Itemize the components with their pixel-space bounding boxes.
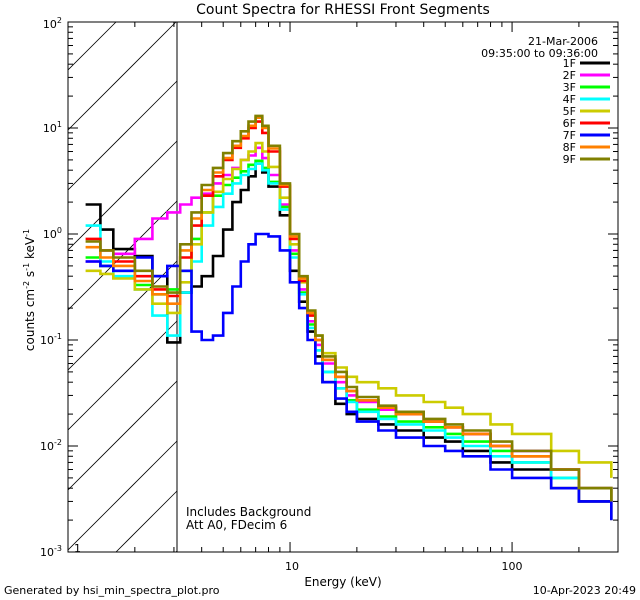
- chart-title: Count Spectra for RHESSI Front Segments: [196, 2, 490, 18]
- legend-date: 21-Mar-2006: [528, 35, 598, 48]
- y-tick-labels: 10-3 10-2 10-1 100 101 102: [40, 16, 62, 559]
- annotation-background: Includes Background: [186, 505, 311, 519]
- legend-label-8F: 8F: [563, 141, 576, 154]
- legend-label-6F: 6F: [563, 117, 576, 130]
- footer-generated-by: Generated by hsi_min_spectra_plot.pro: [4, 584, 220, 597]
- legend-label-4F: 4F: [563, 93, 576, 106]
- series-line-8F: [85, 116, 613, 502]
- legend-label-1F: 1F: [563, 57, 576, 70]
- x-tick-label-100: 100: [502, 560, 523, 573]
- legend-label-5F: 5F: [563, 105, 576, 118]
- y-tick-label-1e-3: 10-3: [40, 544, 62, 559]
- legend-label-2F: 2F: [563, 69, 576, 82]
- annotation-attenuator: Att A0, FDecim 6: [186, 518, 287, 532]
- x-axis-label: Energy (keV): [304, 575, 381, 589]
- hatched-region: [68, 22, 178, 552]
- series-line-9F: [85, 114, 613, 502]
- y-tick-label-1e0: 100: [43, 226, 62, 241]
- axis-ticks: [67, 21, 619, 553]
- footer-timestamp: 10-Apr-2023 20:49: [533, 584, 636, 597]
- y-axis-label: counts cm-2 s-1 keV-1: [22, 229, 37, 351]
- plot-frame: [67, 21, 619, 553]
- series-line-5F: [85, 141, 613, 478]
- legend-time-range: 09:35:00 to 09:36:00: [481, 47, 598, 60]
- legend-label-7F: 7F: [563, 129, 576, 142]
- series-line-1F: [85, 162, 613, 521]
- legend-label-9F: 9F: [563, 153, 576, 166]
- y-tick-label-1e1: 101: [43, 120, 62, 135]
- series-line-6F: [85, 120, 613, 502]
- legend-label-3F: 3F: [563, 81, 576, 94]
- y-tick-label-1e-1: 10-1: [40, 332, 62, 347]
- series-line-2F: [85, 146, 613, 502]
- y-tick-label-1e2: 102: [43, 16, 62, 31]
- y-tick-label-1e-2: 10-2: [40, 438, 62, 453]
- x-tick-label-1: 1: [74, 542, 81, 555]
- x-tick-label-10: 10: [285, 560, 299, 573]
- series-layer: [85, 114, 613, 521]
